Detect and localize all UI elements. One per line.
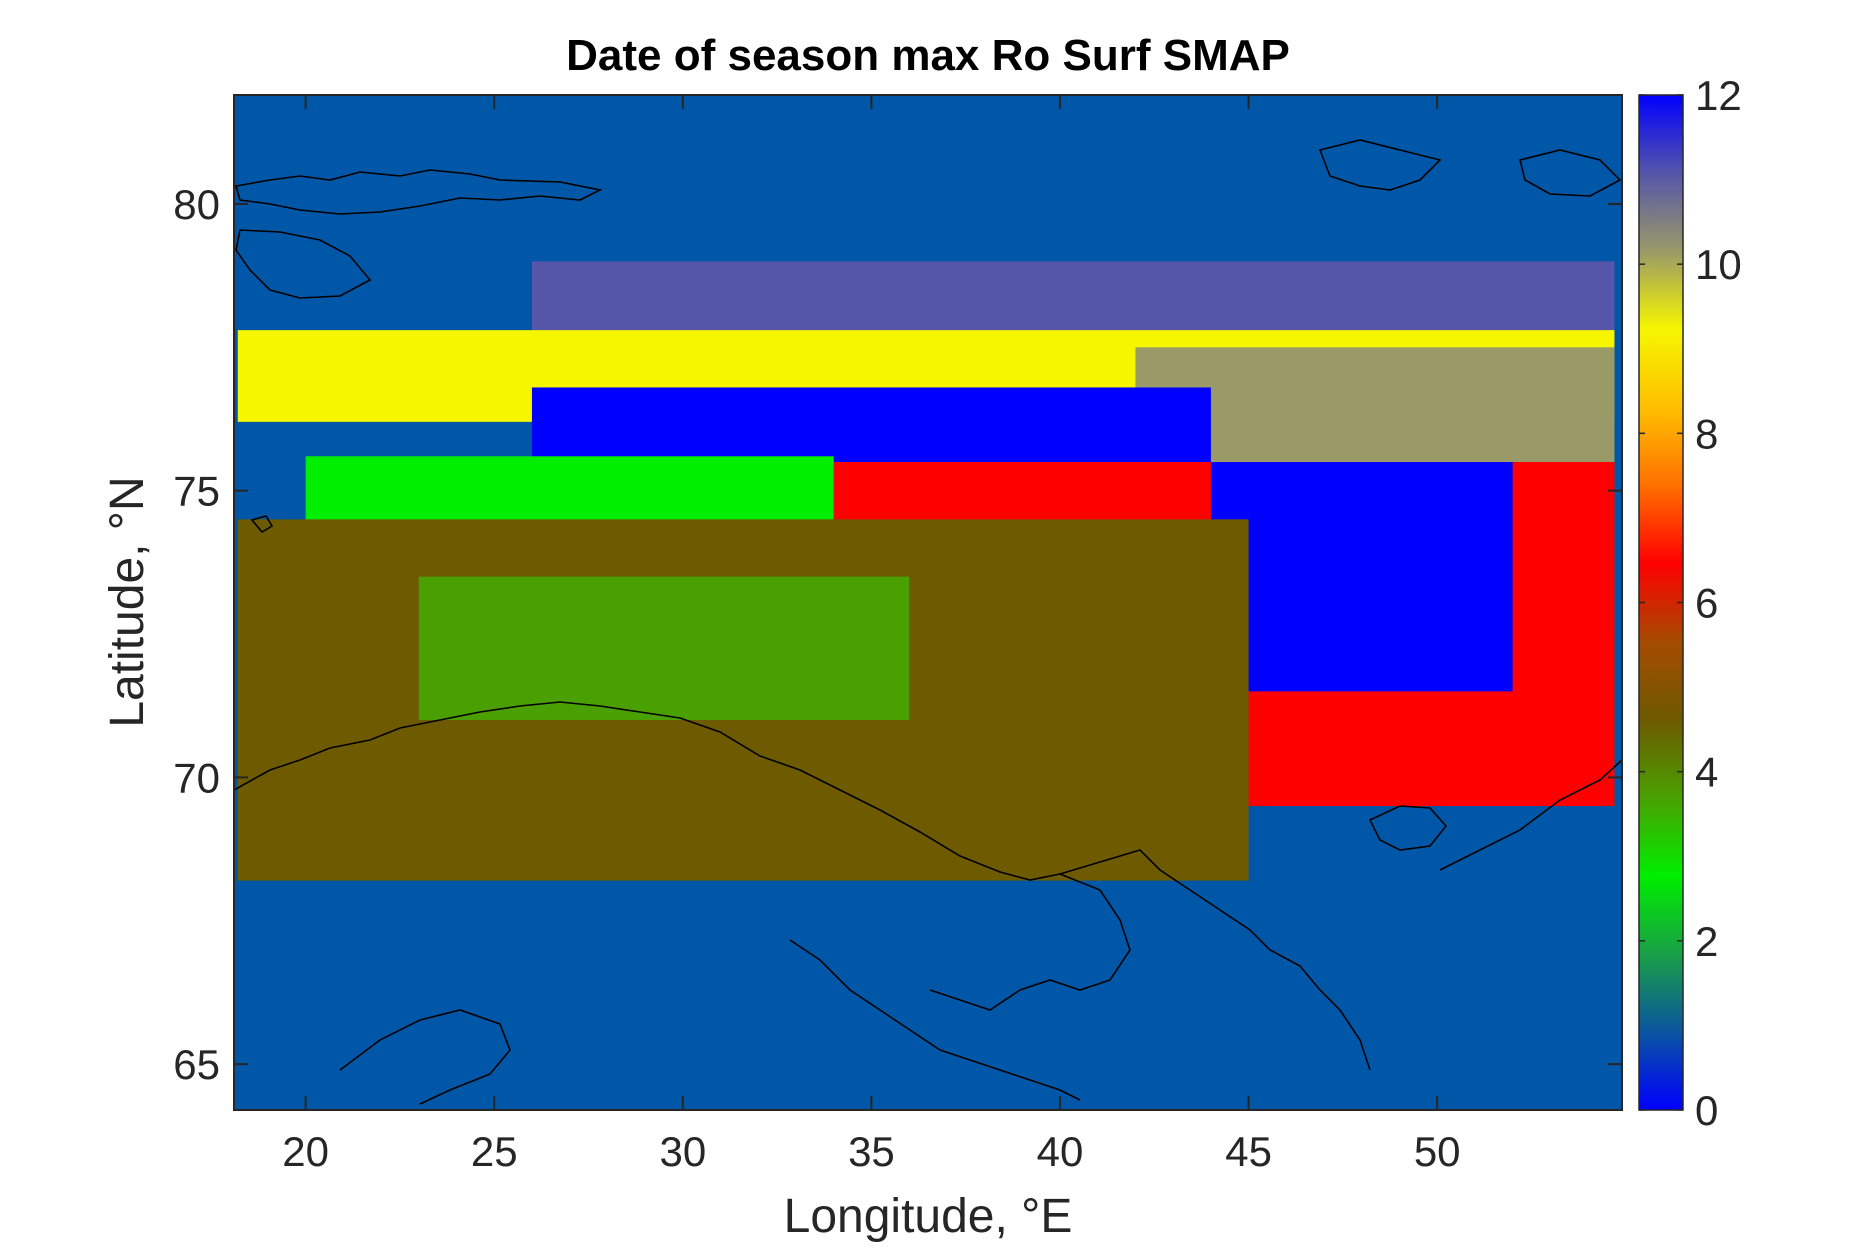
colorbar-tick-label: 2: [1695, 918, 1718, 965]
x-tick-label: 30: [659, 1128, 706, 1175]
x-tick-label: 40: [1037, 1128, 1084, 1175]
y-tick-label: 80: [173, 181, 220, 228]
data-cell-8: [418, 576, 910, 721]
chart-title: Date of season max Ro Surf SMAP: [566, 31, 1290, 80]
colorbar-tick-label: 12: [1695, 72, 1742, 119]
x-tick-label: 45: [1225, 1128, 1272, 1175]
data-cells: [237, 261, 1615, 881]
coastline-franz-josef-east: [1519, 149, 1622, 197]
y-axis-ticks: 65 70 75 80: [173, 181, 1622, 1088]
y-tick-label: 75: [173, 468, 220, 515]
x-tick-label: 25: [471, 1128, 518, 1175]
map-frame: [233, 94, 1623, 1111]
coastline-southwest: [339, 1009, 511, 1105]
map-plot-area: [234, 95, 1622, 1110]
data-cell-5: [1210, 462, 1513, 692]
coastline-franz-josef: [1318, 139, 1442, 191]
coastline-bear-island: [250, 515, 274, 534]
colorbar: 0 2 4 6 8 10 12: [1638, 72, 1742, 1134]
coastline-east: [1439, 759, 1622, 871]
coastline-norway: [234, 701, 1371, 1071]
coastline-kola: [929, 873, 1131, 1011]
x-axis-ticks: 20 25 30 35 40 45 50: [282, 95, 1461, 1175]
x-tick-label: 50: [1414, 1128, 1461, 1175]
x-tick-label: 20: [282, 1128, 329, 1175]
y-tick-label: 65: [173, 1041, 220, 1088]
coastlines: [234, 139, 1622, 1105]
y-axis-label: Latitude, °N: [101, 476, 154, 727]
colorbar-tick-label: 8: [1695, 410, 1718, 457]
colorbar-frame: [1638, 94, 1684, 1111]
colorbar-tick-label: 6: [1695, 580, 1718, 627]
colorbar-tick-label: 4: [1695, 749, 1718, 796]
y-tick-label: 70: [173, 754, 220, 801]
colorbar-ticks: 0 2 4 6 8 10 12: [1638, 72, 1742, 1134]
colorbar-tick-label: 0: [1695, 1087, 1718, 1134]
x-axis-label: Longitude, °E: [784, 1190, 1073, 1243]
coastline-kolguev: [1368, 805, 1448, 851]
colorbar-tick-label: 10: [1695, 241, 1742, 288]
colorbar-scale: [1639, 95, 1683, 1110]
coastline-white-sea: [789, 939, 1081, 1101]
x-tick-label: 35: [848, 1128, 895, 1175]
coastline-svalbard: [234, 169, 603, 215]
coastline-svalbard-south: [235, 229, 372, 299]
